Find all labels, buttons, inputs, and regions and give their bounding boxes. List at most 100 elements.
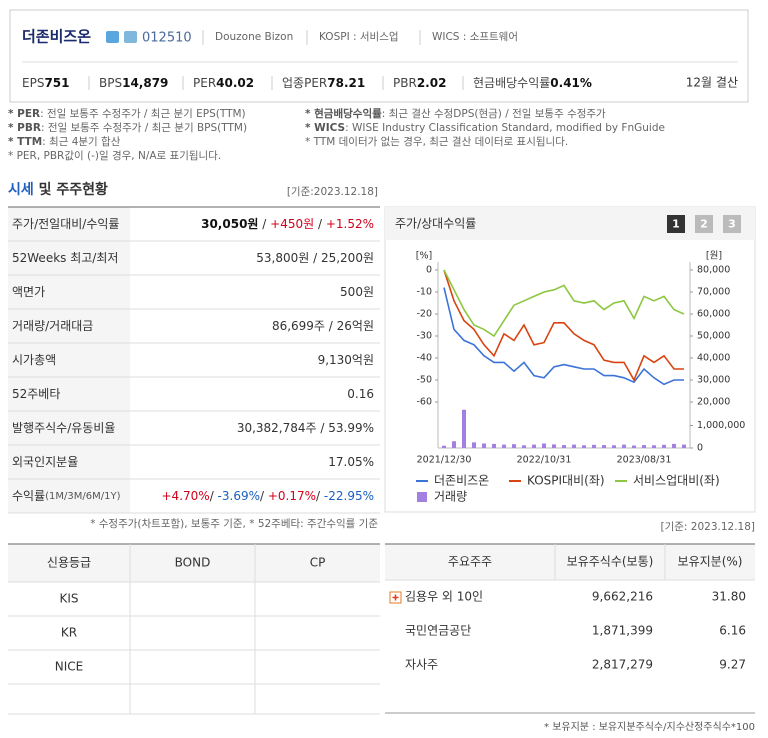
- value-part: 500원: [340, 285, 374, 299]
- date: [기준:2023.12.18]: [287, 186, 378, 198]
- note: * TTM 데이터가 없는 경우, 최근 결산 데이터로 표시됩니다.: [305, 135, 568, 148]
- series-line: [443, 287, 684, 386]
- icon: [124, 31, 137, 43]
- note-text: : 최근 결산 수정DPS(현금) / 전일 보통주 수정주가: [382, 107, 606, 120]
- volume-bar: [502, 444, 506, 448]
- header-cell: 보유지분(%): [678, 555, 743, 569]
- y-tick-label: -10: [416, 287, 432, 298]
- note: * 현금배당수익률: 최근 결산 수정DPS(현금) / 전일 보통주 수정주가: [305, 107, 606, 120]
- volume-bar: [602, 445, 606, 448]
- label-cell: [8, 377, 130, 411]
- legend-label: 거래량: [434, 490, 467, 504]
- volume-bar: [542, 443, 546, 448]
- agency: NICE: [55, 660, 83, 674]
- series-line: [443, 269, 684, 382]
- tab[interactable]: [723, 215, 741, 233]
- note-text: * PER, PBR값이 (-)일 경우, N/A로 표기됩니다.: [8, 149, 221, 162]
- label: 수익률: [12, 489, 45, 503]
- note-text: : 전일 보통주 수정주가 / 최근 분기 EPS(TTM): [40, 107, 246, 120]
- y2-tick-label: 70,000: [697, 287, 730, 298]
- label: 주가/전일대비/수익률: [12, 217, 119, 231]
- volume-bar: [662, 444, 666, 448]
- volume-bar: [552, 444, 556, 448]
- y2-tick-label: 60,000: [697, 309, 730, 320]
- label: 시가총액: [12, 353, 56, 367]
- holder-name: 자사주: [405, 658, 438, 672]
- expand-plus: [392, 594, 399, 601]
- y2-tick-label: 20,000: [697, 397, 730, 408]
- volume-bar: [652, 445, 656, 448]
- value-part: /: [210, 489, 218, 503]
- metric-label: 현금배당수익률: [473, 76, 550, 90]
- row-value: 30,050원 / +450원 / +1.52%: [201, 217, 374, 231]
- value-part: -3.69%: [218, 489, 260, 503]
- volume-bar: [642, 445, 646, 448]
- wics: WICS : 소프트웨어: [432, 31, 518, 43]
- metric: PBR2.02: [393, 76, 446, 90]
- y-tick-label: -20: [416, 309, 432, 320]
- row-label: 거래량/거래대금: [12, 319, 93, 333]
- header-cell: CP: [310, 556, 326, 570]
- volume-bar: [472, 442, 476, 448]
- volume-bar: [672, 443, 676, 448]
- value-part: +1.52%: [326, 217, 374, 231]
- y-tick-label: -60: [416, 397, 432, 408]
- row-label: 시가총액: [12, 353, 56, 367]
- volume-bar: [462, 409, 466, 448]
- volume-bar: [512, 444, 516, 448]
- y-tick-label: 0: [426, 265, 432, 276]
- metric-value: 0.41%: [550, 76, 592, 90]
- label: 52Weeks 최고/최저: [12, 251, 118, 265]
- volume-bar: [452, 441, 456, 448]
- chart-header: [385, 207, 755, 240]
- x-tick-label: 2021/12/30: [417, 455, 472, 466]
- label-cell: [8, 343, 130, 377]
- y2-tick-label: 80,000: [697, 265, 730, 276]
- note-key: * PBR: [8, 122, 41, 134]
- row-label: 주가/전일대비/수익률: [12, 217, 119, 231]
- agency: KIS: [59, 592, 78, 606]
- row-value: 53,800원 / 25,200원: [256, 251, 374, 265]
- volume-bar: [622, 444, 626, 448]
- icon: [106, 31, 119, 43]
- y2-tick-label: 40,000: [697, 353, 730, 364]
- metric-label: PBR: [393, 76, 417, 90]
- legend-label: 더존비즈온: [434, 474, 489, 488]
- metric-value: 40.02: [216, 76, 254, 90]
- label: 52주베타: [12, 387, 60, 401]
- metric-value: 14,879: [122, 76, 168, 90]
- series-line: [443, 269, 685, 338]
- market: KOSPI : 서비스업: [319, 30, 399, 43]
- note-key: * 현금배당수익률: [305, 107, 382, 120]
- stake: 9.27: [719, 658, 746, 672]
- value-part: 86,699주 / 26억원: [272, 319, 374, 333]
- note: * WICS: WISE Industry Classification Sta…: [305, 122, 665, 134]
- note: * PBR: 전일 보통주 수정주가 / 최근 분기 BPS(TTM): [8, 121, 247, 134]
- y2-unit: [원]: [706, 251, 722, 262]
- footnote: * 보유지분 : 보유지분주식수/지수산정주식수*100: [544, 721, 755, 733]
- row-label: 수익률(1M/3M/6M/1Y): [12, 489, 121, 503]
- value-part: /: [316, 489, 324, 503]
- label-cell: [8, 445, 130, 479]
- x-tick-label: 2022/10/31: [517, 455, 572, 466]
- code: 012510: [142, 31, 192, 46]
- value-part: /: [260, 489, 268, 503]
- note-text: : 최근 4분기 합산: [42, 136, 121, 148]
- note-key: * PER: [8, 108, 40, 120]
- header-row: [8, 544, 380, 582]
- header-row: [385, 544, 755, 580]
- label: 외국인지분율: [12, 455, 78, 469]
- y2-tick-label: 30,000: [697, 375, 730, 386]
- y-tick-label: -30: [416, 331, 432, 342]
- value-part: +4.70%: [162, 489, 210, 503]
- row-value: 500원: [340, 285, 374, 299]
- value-part: /: [258, 217, 270, 231]
- tab[interactable]: [695, 215, 713, 233]
- date: [기준: 2023.12.18]: [660, 521, 755, 533]
- value-part: /: [314, 217, 326, 231]
- note-text: * TTM 데이터가 없는 경우, 최근 결산 데이터로 표시됩니다.: [305, 135, 568, 148]
- volume-bar: [492, 443, 496, 448]
- volume-bar: [482, 443, 486, 448]
- holder-name: 김용우 외 10인: [405, 590, 483, 604]
- tab[interactable]: [667, 215, 685, 233]
